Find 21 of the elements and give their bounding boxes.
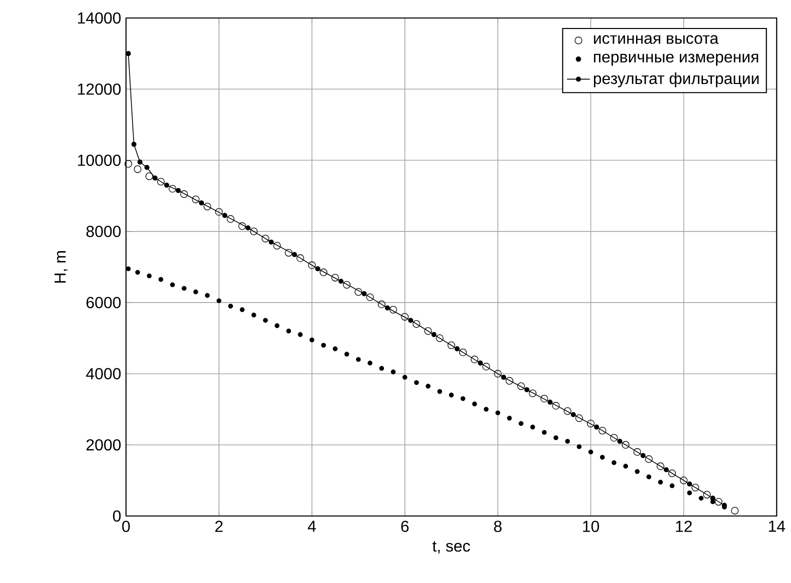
x-tick-label: 2	[215, 520, 223, 532]
legend-label: результат фильтрации	[594, 72, 759, 88]
x-tick-label: 10	[583, 520, 600, 532]
y-tick-label: 8000	[86, 226, 121, 238]
y-axis-title: H, m	[54, 251, 68, 283]
y-tick-label: 10000	[78, 154, 121, 166]
x-tick-label: 0	[122, 520, 130, 532]
y-tick-label: 14000	[78, 12, 121, 24]
legend-label: истинная высота	[594, 35, 719, 44]
legend-label: первичные измерения	[594, 54, 758, 66]
y-tick-label: 2000	[86, 439, 121, 451]
y-tick-label: 4000	[86, 368, 121, 380]
x-axis-title: t, sec	[432, 541, 470, 554]
x-tick-label: 12	[676, 520, 692, 532]
y-tick-label: 6000	[86, 296, 121, 308]
x-tick-label: 14	[768, 520, 786, 532]
x-tick-label: 6	[401, 520, 409, 532]
x-tick-label: 4	[308, 520, 316, 532]
y-tick-label: 12000	[78, 83, 121, 95]
x-tick-label: 8	[494, 520, 502, 532]
y-tick-label: 0	[113, 510, 121, 522]
